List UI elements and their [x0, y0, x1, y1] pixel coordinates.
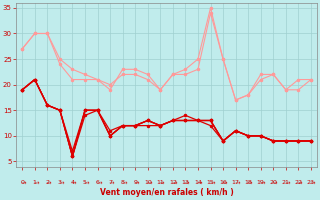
Text: ↗: ↗ [270, 180, 277, 187]
Text: ↗: ↗ [44, 180, 51, 187]
Text: ↗: ↗ [19, 180, 26, 187]
Text: ↗: ↗ [207, 180, 214, 187]
Text: ↗: ↗ [194, 180, 202, 187]
Text: ↗: ↗ [307, 180, 315, 187]
Text: ↗: ↗ [232, 180, 239, 187]
Text: ↗: ↗ [282, 180, 290, 187]
Text: ↗: ↗ [31, 180, 38, 187]
Text: ↗: ↗ [244, 180, 252, 187]
Text: ↗: ↗ [94, 180, 101, 187]
X-axis label: Vent moyen/en rafales ( km/h ): Vent moyen/en rafales ( km/h ) [100, 188, 234, 197]
Text: ↗: ↗ [144, 180, 151, 187]
Text: ↗: ↗ [295, 180, 302, 187]
Text: ↗: ↗ [132, 180, 139, 187]
Text: ↗: ↗ [257, 180, 264, 187]
Text: ↗: ↗ [157, 180, 164, 187]
Text: ↗: ↗ [107, 180, 114, 187]
Text: ↗: ↗ [119, 180, 126, 187]
Text: ↗: ↗ [220, 180, 227, 187]
Text: ↗: ↗ [81, 180, 89, 187]
Text: ↗: ↗ [169, 180, 177, 187]
Text: ↗: ↗ [56, 180, 63, 187]
Text: ↗: ↗ [182, 180, 189, 187]
Text: ↗: ↗ [69, 180, 76, 187]
